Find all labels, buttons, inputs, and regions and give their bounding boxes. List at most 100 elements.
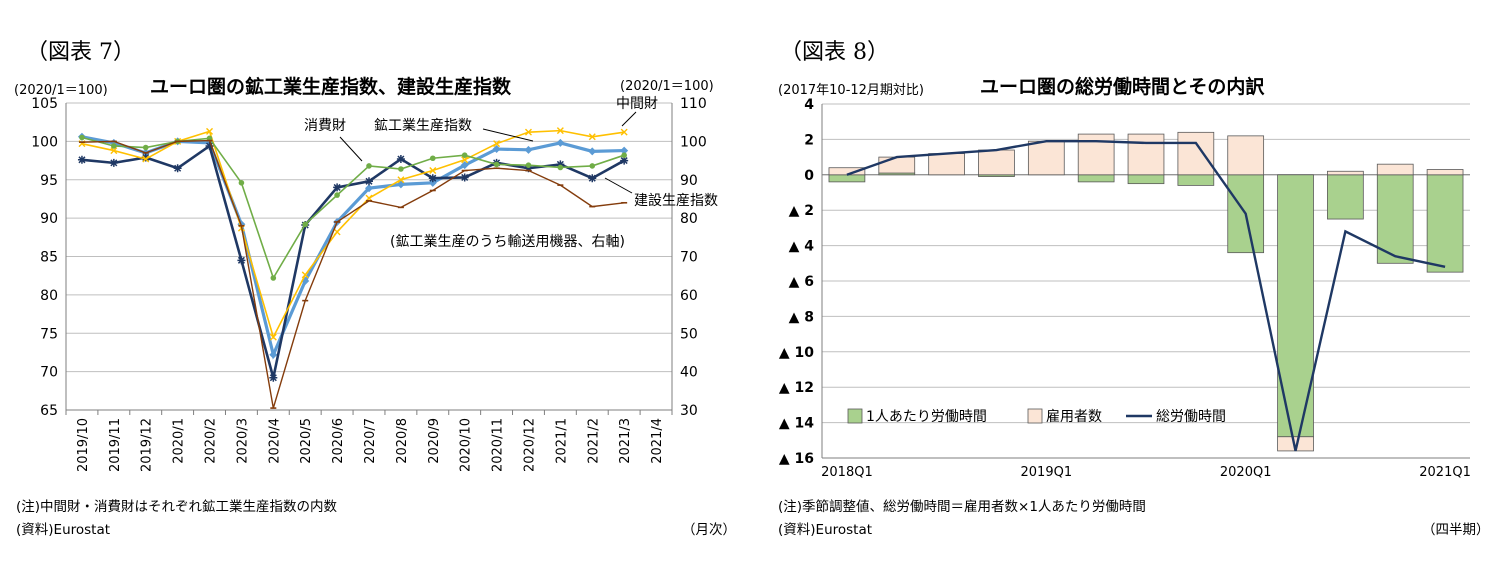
- y-tick-label-left: 85: [40, 250, 58, 266]
- x-tick-label: 2021/2: [586, 418, 601, 464]
- bar-hours-per-worker: [1077, 174, 1115, 183]
- annotation-industry: 鉱工業生産指数: [374, 117, 472, 134]
- y-tick-label: ▲ 4: [789, 239, 815, 255]
- data-point: [270, 275, 277, 281]
- x-tick-label: 2020/1: [172, 418, 187, 464]
- data-point: [524, 164, 533, 173]
- left-source: (資料)Eurostat: [16, 522, 111, 538]
- y-tick-label-right: 30: [680, 403, 698, 419]
- x-tick-label: 2020/8: [395, 418, 410, 464]
- y-tick-label-right: 40: [680, 365, 698, 381]
- data-point: [429, 155, 436, 162]
- bar-hours-per-worker: [1426, 174, 1464, 273]
- right-bar-line-chart: 4 2 0 ▲ 2 ▲ 4 ▲ 6 ▲ 8 ▲ 10 ▲ 12 ▲ 14 ▲ 16 2018Q1 201…: [779, 97, 1471, 480]
- data-point: [588, 133, 596, 141]
- data-point: [141, 153, 150, 162]
- right-period: （四半期）: [1422, 522, 1490, 538]
- y-tick-label-left: 65: [40, 403, 58, 419]
- right-source: (資料)Eurostat: [778, 522, 873, 538]
- series-line-4: [81, 136, 625, 280]
- annotation-intermediate-leader: [621, 111, 637, 127]
- y-tick-label-left: 105: [31, 96, 58, 112]
- data-point: [588, 147, 597, 156]
- data-point: [556, 127, 564, 135]
- x-tick-label: 2020/12: [522, 418, 537, 472]
- x-tick-label: 2020/4: [267, 418, 282, 464]
- data-point: [269, 333, 277, 341]
- annotation-transport: (鉱工業生産のうち輸送用機器、右軸): [390, 233, 625, 250]
- y-tick-label: ▲ 8: [789, 309, 814, 325]
- bar-hours-per-worker: [1127, 174, 1165, 185]
- data-point: [524, 128, 532, 136]
- bar-employees: [1327, 170, 1364, 176]
- right-chart-title: ユーロ圏の総労働時間とその内訳: [980, 76, 1265, 98]
- data-point: [333, 228, 341, 236]
- legend-swatch-hours-per-worker: [847, 408, 863, 424]
- x-tick-label: 2020/3: [235, 418, 250, 464]
- data-point: [173, 164, 182, 173]
- left-figure-label: （図表 7）: [26, 40, 135, 65]
- x-tick-label: 2020/7: [363, 418, 378, 464]
- bar-hours-per-worker: [1376, 174, 1414, 264]
- bar-hours-per-worker: [1177, 174, 1215, 186]
- x-tick-label: 2020/10: [459, 418, 474, 472]
- x-tick-label: 2021/4: [650, 418, 665, 464]
- data-point: [301, 271, 309, 279]
- data-point: [366, 163, 372, 169]
- data-point: [398, 166, 404, 172]
- y-tick-label-right: 100: [680, 134, 707, 150]
- data-point: [142, 144, 149, 151]
- annotation-consumer: 消費財: [304, 118, 346, 134]
- series-line-5: [81, 139, 625, 409]
- data-point: [524, 145, 533, 154]
- y-tick-label: 4: [804, 97, 814, 113]
- bar-employees: [1127, 133, 1165, 176]
- bar-employees: [1177, 131, 1215, 176]
- data-point: [334, 192, 340, 198]
- data-point: [365, 177, 373, 186]
- data-point: [621, 152, 627, 158]
- data-point: [460, 161, 469, 170]
- bar-employees: [1027, 140, 1065, 176]
- data-point: [206, 127, 214, 135]
- data-point: [109, 158, 118, 167]
- x-tick-label: 2021/1: [554, 418, 569, 464]
- left-y-unit-right: (2020/1＝100): [620, 79, 714, 94]
- left-note: (注)中間財・消費財はそれぞれ鉱工業生産指数の内数: [16, 499, 338, 515]
- y-tick-label-left: 90: [40, 211, 58, 227]
- annotation-consumer-leader: [339, 136, 363, 162]
- data-point: [429, 167, 437, 175]
- data-point: [493, 161, 500, 168]
- data-point: [142, 155, 150, 163]
- data-point: [269, 350, 278, 359]
- data-point: [269, 373, 278, 382]
- bar-employees: [1376, 163, 1414, 176]
- x-tick-label: 2019Q1: [1021, 465, 1073, 480]
- data-point: [397, 176, 405, 184]
- data-point: [428, 174, 437, 183]
- data-point: [77, 155, 86, 164]
- y-tick-label: ▲ 12: [779, 380, 814, 396]
- x-tick-label: 2019/11: [108, 418, 123, 472]
- annotation-construction-leader: [604, 177, 633, 194]
- x-tick-label: 2018Q1: [821, 465, 873, 480]
- data-point: [589, 163, 596, 169]
- x-tick-label: 2020/5: [299, 418, 314, 464]
- y-tick-label: ▲ 6: [789, 274, 814, 290]
- y-tick-label-left: 80: [40, 288, 58, 304]
- data-point: [205, 141, 214, 150]
- bar-hours-per-worker: [1327, 174, 1364, 220]
- y-tick-label-right: 70: [680, 250, 698, 266]
- bar-hours-per-worker: [828, 174, 866, 183]
- data-point: [238, 180, 245, 186]
- y-tick-label-right: 80: [680, 211, 698, 227]
- y-tick-label-left: 95: [40, 173, 58, 189]
- bar-employees: [1426, 169, 1464, 176]
- x-tick-label: 2021Q1: [1419, 465, 1471, 480]
- x-tick-label: 2021/3: [618, 418, 633, 464]
- data-point: [620, 146, 629, 155]
- legend-label-total-hours: 総労働時間: [1156, 409, 1226, 425]
- data-point: [365, 184, 373, 193]
- y-tick-label-right: 50: [680, 326, 698, 342]
- annotation-intermediate: 中間財: [616, 96, 658, 112]
